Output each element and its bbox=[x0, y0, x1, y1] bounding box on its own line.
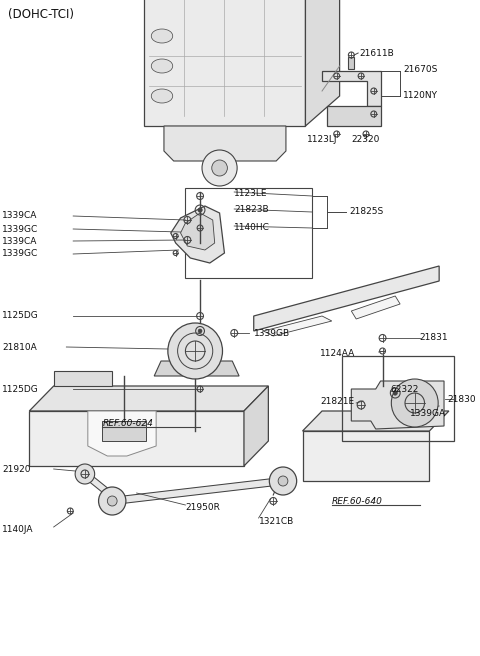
Polygon shape bbox=[322, 71, 381, 106]
Polygon shape bbox=[327, 106, 381, 126]
Text: 1339GB: 1339GB bbox=[254, 329, 290, 337]
Polygon shape bbox=[351, 381, 444, 429]
Text: 1339GA: 1339GA bbox=[410, 409, 446, 417]
Polygon shape bbox=[305, 0, 340, 126]
Bar bbox=[342, 356, 454, 441]
Text: REF.60-640: REF.60-640 bbox=[332, 497, 383, 506]
Polygon shape bbox=[264, 316, 332, 336]
Text: 1120NY: 1120NY bbox=[403, 91, 438, 100]
Ellipse shape bbox=[151, 89, 173, 103]
Text: 1125DG: 1125DG bbox=[2, 312, 39, 321]
Text: 21823B: 21823B bbox=[234, 205, 269, 215]
Polygon shape bbox=[154, 361, 239, 376]
Polygon shape bbox=[348, 57, 354, 69]
Circle shape bbox=[168, 323, 223, 379]
Text: 1124AA: 1124AA bbox=[320, 348, 355, 358]
Polygon shape bbox=[29, 386, 268, 411]
Text: 1125DG: 1125DG bbox=[2, 384, 39, 394]
Circle shape bbox=[108, 496, 117, 506]
Circle shape bbox=[393, 391, 397, 396]
Text: 21670S: 21670S bbox=[403, 66, 437, 75]
Text: 1339CA: 1339CA bbox=[2, 211, 37, 220]
Text: 1321CB: 1321CB bbox=[259, 516, 294, 525]
Circle shape bbox=[198, 329, 202, 333]
Polygon shape bbox=[164, 126, 286, 161]
Text: 21831: 21831 bbox=[420, 333, 448, 342]
Text: 1339CA: 1339CA bbox=[2, 237, 37, 245]
Polygon shape bbox=[102, 421, 146, 441]
Polygon shape bbox=[244, 386, 268, 466]
Text: 21611B: 21611B bbox=[359, 49, 394, 58]
Circle shape bbox=[269, 467, 297, 495]
Circle shape bbox=[278, 476, 288, 486]
Text: 1339GC: 1339GC bbox=[2, 224, 38, 234]
Polygon shape bbox=[144, 0, 305, 126]
Text: 21950R: 21950R bbox=[185, 502, 220, 512]
Polygon shape bbox=[88, 411, 156, 456]
Polygon shape bbox=[180, 213, 215, 250]
Text: 1140JA: 1140JA bbox=[2, 525, 34, 533]
Text: 1339GC: 1339GC bbox=[2, 249, 38, 258]
Polygon shape bbox=[302, 431, 430, 481]
Circle shape bbox=[75, 464, 95, 484]
Text: 62322: 62322 bbox=[390, 384, 419, 394]
Text: 21821E: 21821E bbox=[320, 396, 354, 405]
Ellipse shape bbox=[151, 29, 173, 43]
Circle shape bbox=[391, 379, 438, 427]
Circle shape bbox=[198, 208, 202, 213]
Text: 22320: 22320 bbox=[351, 136, 380, 144]
Polygon shape bbox=[54, 371, 112, 386]
Text: REF.60-624: REF.60-624 bbox=[102, 419, 153, 428]
Text: 21825S: 21825S bbox=[349, 207, 384, 216]
Text: 21920: 21920 bbox=[2, 464, 30, 474]
Circle shape bbox=[98, 487, 126, 515]
Text: 1140HC: 1140HC bbox=[234, 222, 270, 232]
Circle shape bbox=[212, 160, 228, 176]
Circle shape bbox=[202, 150, 237, 186]
Text: 1123LE: 1123LE bbox=[234, 188, 268, 197]
Polygon shape bbox=[171, 206, 225, 263]
Text: 21810A: 21810A bbox=[2, 342, 36, 352]
Text: 21830: 21830 bbox=[447, 394, 476, 403]
Text: (DOHC-TCI): (DOHC-TCI) bbox=[8, 8, 74, 21]
Polygon shape bbox=[29, 411, 244, 466]
Polygon shape bbox=[254, 266, 439, 331]
Polygon shape bbox=[302, 411, 449, 431]
Polygon shape bbox=[351, 296, 400, 319]
Text: 1123LJ: 1123LJ bbox=[307, 136, 338, 144]
Ellipse shape bbox=[151, 59, 173, 73]
